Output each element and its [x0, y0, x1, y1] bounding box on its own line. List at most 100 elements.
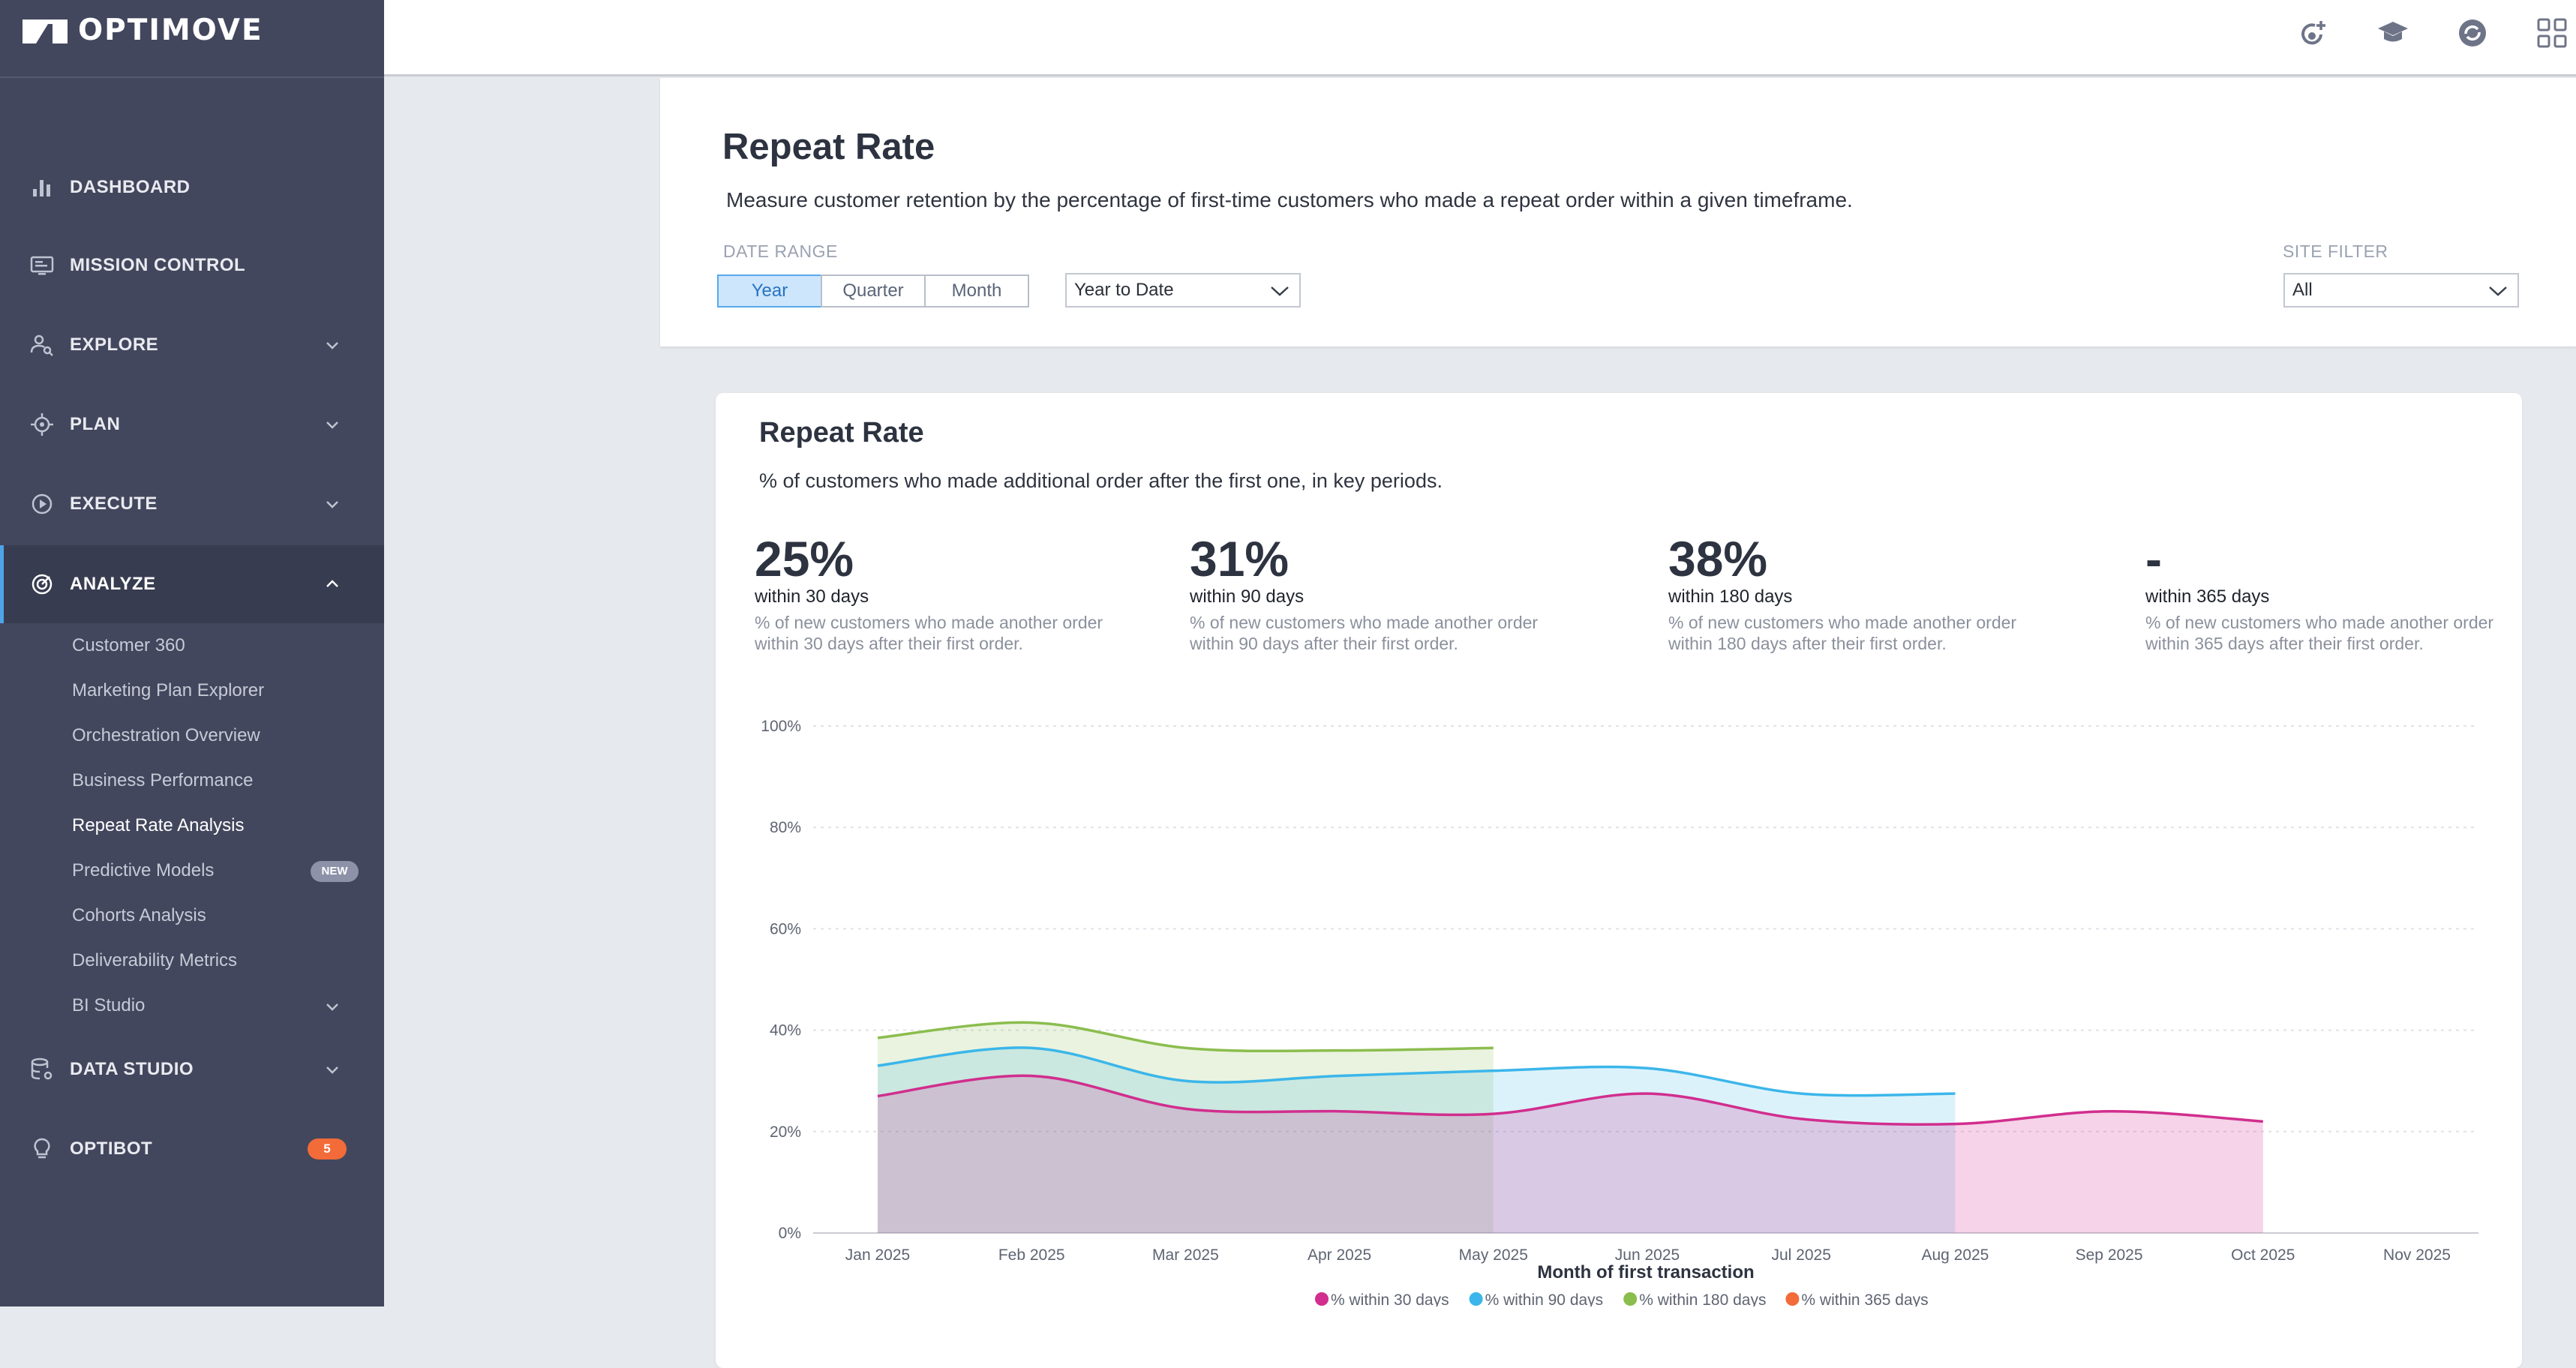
kpi-label: within 30 days	[755, 586, 869, 607]
lightbulb-icon	[34, 1138, 50, 1159]
x-tick-label: Aug 2025	[1921, 1246, 1989, 1264]
subnav-orchestration-overview[interactable]: Orchestration Overview	[72, 725, 260, 746]
graduation-cap-icon[interactable]	[2375, 15, 2411, 51]
nav-execute[interactable]: EXECUTE	[0, 465, 384, 543]
logo-text: OPTIMOVE	[78, 14, 263, 47]
kpi-label: within 90 days	[1190, 586, 1305, 607]
user-search-icon	[30, 334, 53, 356]
nav-mission-control[interactable]: MISSION CONTROL	[0, 226, 384, 304]
site-filter-select[interactable]: All	[2283, 273, 2519, 308]
chevron-down-icon	[326, 342, 338, 350]
x-tick-label: Mar 2025	[1152, 1246, 1219, 1264]
nav-label: DATA STUDIO	[70, 1059, 194, 1079]
x-tick-label: Jul 2025	[1771, 1246, 1830, 1264]
chevron-down-icon	[326, 1004, 338, 1011]
refresh-add-icon[interactable]	[2295, 15, 2331, 51]
optibot-count-badge: 5	[308, 1138, 347, 1160]
play-circle-icon	[32, 494, 53, 514]
sidebar: OPTIMOVE DASHBOARD MISSION CONTROL EXPLO…	[0, 0, 384, 1306]
series-area	[878, 1047, 1956, 1233]
subnav-marketing-plan-explorer[interactable]: Marketing Plan Explorer	[72, 680, 265, 700]
page-title: Repeat Rate	[722, 127, 935, 167]
bar-chart-icon	[33, 180, 50, 196]
subnav-customer-360[interactable]: Customer 360	[72, 635, 185, 656]
kpi-90-days: 31% within 90 days % of new customers wh…	[1190, 532, 1580, 654]
legend-marker	[1785, 1292, 1800, 1306]
kpi-description: % of new customers who made another orde…	[2145, 613, 2494, 653]
x-tick-label: Sep 2025	[2076, 1246, 2143, 1264]
kpi-description: % of new customers who made another orde…	[1668, 613, 2017, 653]
subnav-bi-studio[interactable]: BI Studio	[72, 995, 146, 1016]
nav-analyze[interactable]: ANALYZE	[0, 545, 384, 623]
period-select[interactable]: Year to Date	[1065, 273, 1301, 308]
period-select-value: Year to Date	[1074, 280, 1174, 300]
kpi-180-days: 38% within 180 days % of new customers w…	[1668, 532, 2058, 654]
site-filter-label: SITE FILTER	[2283, 242, 2388, 261]
legend-marker	[1469, 1292, 1483, 1306]
kpi-label: within 180 days	[1668, 586, 1793, 607]
nav-label: OPTIBOT	[70, 1138, 153, 1159]
segment-month[interactable]: Month	[924, 274, 1029, 308]
repeat-rate-chart: 100% 80% 60% 40% 20% 0% Jan 2025 Feb 2025 Mar 20…	[761, 718, 2478, 1306]
top-bar	[384, 0, 2576, 76]
date-range-label: DATE RANGE	[723, 242, 838, 261]
kpi-value: 38%	[1668, 531, 1768, 586]
sync-icon[interactable]	[2454, 15, 2490, 51]
legend-marker	[1315, 1292, 1329, 1306]
nav-dashboard[interactable]: DASHBOARD	[0, 148, 384, 226]
x-tick-label: Apr 2025	[1308, 1246, 1371, 1264]
database-gear-icon	[31, 1058, 53, 1080]
radar-icon	[32, 574, 53, 595]
series-line	[877, 1074, 2263, 1126]
page-subtitle: Measure customer retention by the percen…	[726, 188, 1853, 212]
kpi-description: % of new customers who made another orde…	[755, 613, 1103, 653]
segment-year[interactable]: Year	[717, 274, 822, 308]
kpi-30-days: 25% within 30 days % of new customers wh…	[755, 532, 1145, 654]
y-tick-label: 100%	[761, 718, 801, 735]
nav-label: ANALYZE	[70, 574, 156, 594]
x-tick-label: Jan 2025	[845, 1246, 910, 1264]
new-badge: NEW	[311, 861, 359, 882]
nav-explore[interactable]: EXPLORE	[0, 306, 384, 384]
y-tick-label: 40%	[770, 1022, 801, 1040]
header-panel: Repeat Rate Measure customer retention b…	[660, 78, 2576, 346]
x-tick-label: May 2025	[1459, 1246, 1528, 1264]
series-line	[877, 1021, 1494, 1053]
nav-label: EXPLORE	[70, 334, 159, 355]
x-tick-label: Feb 2025	[998, 1246, 1065, 1264]
chevron-up-icon	[326, 580, 338, 587]
nav-label: EXECUTE	[70, 494, 158, 514]
y-tick-label: 20%	[770, 1124, 801, 1141]
subnav-business-performance[interactable]: Business Performance	[72, 770, 254, 790]
y-tick-label: 80%	[770, 819, 801, 836]
nav-data-studio[interactable]: DATA STUDIO	[0, 1030, 384, 1108]
x-tick-label: Nov 2025	[2383, 1246, 2451, 1264]
legend-label: % within 30 days	[1331, 1292, 1449, 1306]
kpi-value: 25%	[755, 531, 854, 586]
legend-label: % within 365 days	[1801, 1292, 1928, 1306]
site-filter-value: All	[2292, 280, 2313, 300]
logo-bar: OPTIMOVE	[0, 0, 384, 78]
series-line	[877, 1046, 1956, 1097]
segment-quarter[interactable]: Quarter	[821, 274, 926, 308]
y-tick-label: 0%	[779, 1225, 801, 1242]
subnav-predictive-models[interactable]: Predictive Models	[72, 860, 215, 880]
subnav-cohorts-analysis[interactable]: Cohorts Analysis	[72, 905, 206, 926]
nav-label: PLAN	[70, 414, 121, 434]
nav-plan[interactable]: PLAN	[0, 386, 384, 464]
chevron-down-icon	[326, 501, 338, 508]
crosshair-icon	[31, 413, 53, 436]
series-area	[878, 1076, 2263, 1233]
repeat-rate-card: Repeat Rate % of customers who made addi…	[716, 393, 2522, 1368]
chevron-down-icon	[326, 422, 338, 429]
kpi-description: % of new customers who made another orde…	[1190, 613, 1539, 653]
nav-optibot[interactable]: OPTIBOT	[0, 1110, 384, 1188]
x-tick-label: Oct 2025	[2231, 1246, 2295, 1264]
legend-label: % within 90 days	[1485, 1292, 1604, 1306]
optimove-logo-icon	[23, 20, 68, 44]
apps-grid-icon[interactable]	[2534, 15, 2570, 51]
nav-label: MISSION CONTROL	[70, 255, 246, 275]
legend-marker	[1623, 1292, 1638, 1306]
subnav-deliverability-metrics[interactable]: Deliverability Metrics	[72, 950, 238, 970]
subnav-repeat-rate-analysis[interactable]: Repeat Rate Analysis	[72, 815, 245, 836]
